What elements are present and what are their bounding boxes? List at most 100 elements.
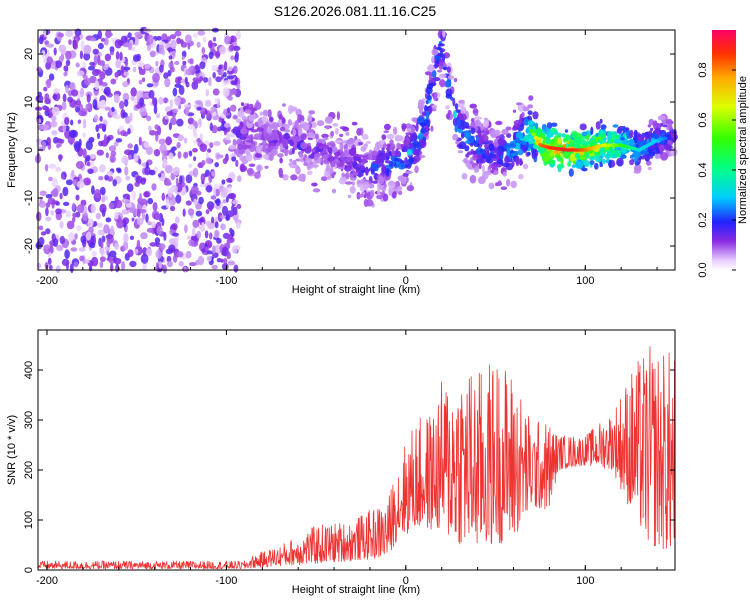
heatmap-cell: [45, 228, 51, 235]
heatmap-cell: [114, 39, 123, 49]
heatmap-cell: [508, 143, 516, 147]
heatmap-cell: [187, 117, 195, 125]
heatmap-cell: [514, 150, 519, 156]
heatmap-cell: [45, 194, 53, 199]
heatmap-cell: [140, 177, 146, 185]
heatmap-cell: [657, 115, 666, 121]
x-tick-label: -200: [36, 575, 58, 587]
heatmap-cell: [112, 179, 117, 187]
heatmap-cell: [170, 39, 177, 50]
heatmap-cell: [445, 79, 452, 88]
heatmap-cell: [211, 264, 218, 270]
heatmap-cell: [59, 235, 65, 245]
heatmap-cell: [137, 61, 145, 68]
heatmap-cell: [277, 153, 284, 158]
heatmap-cell: [517, 149, 524, 156]
heatmap-cell: [532, 144, 539, 150]
heatmap-cell: [597, 139, 601, 144]
heatmap-cell: [165, 136, 173, 146]
heatmap-cell: [600, 124, 607, 130]
heatmap-cell: [109, 250, 117, 258]
heatmap-cell: [121, 155, 129, 165]
heatmap-cell: [262, 145, 266, 153]
heatmap-cell: [125, 202, 132, 208]
heatmap-cell: [442, 66, 448, 71]
heatmap-cell: [246, 167, 254, 175]
y-tick-label: 10: [23, 96, 35, 108]
heatmap-cell: [470, 143, 474, 147]
heatmap-cell: [325, 125, 331, 130]
heatmap-cell: [127, 42, 133, 51]
heatmap-cell: [652, 120, 658, 130]
heatmap-cell: [226, 177, 233, 183]
heatmap-cell: [48, 176, 53, 182]
heatmap-cell: [637, 135, 645, 142]
heatmap-cell: [164, 78, 171, 88]
heatmap-cell: [182, 60, 187, 66]
heatmap-cell: [97, 229, 106, 236]
heatmap-cell: [36, 66, 42, 73]
heatmap-cell: [483, 119, 490, 128]
heatmap-cell: [234, 53, 239, 63]
heatmap-cell: [147, 197, 154, 205]
heatmap-cell: [172, 254, 178, 263]
heatmap-cell: [515, 156, 520, 165]
heatmap-cell: [556, 163, 565, 169]
heatmap-cell: [55, 166, 61, 172]
heatmap-cell: [138, 136, 142, 146]
heatmap-cell: [189, 58, 194, 65]
heatmap-cell: [183, 137, 188, 144]
heatmap-cell: [485, 129, 490, 134]
heatmap-cell: [94, 69, 102, 74]
heatmap-cell: [237, 175, 242, 183]
heatmap-cell: [223, 60, 228, 71]
heatmap-cell: [172, 108, 179, 113]
heatmap-cell: [62, 124, 66, 133]
heatmap-cell: [253, 171, 261, 179]
heatmap-cell: [345, 181, 353, 185]
heatmap-cell: [139, 97, 145, 107]
heatmap-cell: [232, 65, 238, 74]
heatmap-cell: [452, 110, 457, 119]
heatmap-cell: [527, 110, 533, 115]
heatmap-cell: [358, 171, 362, 178]
heatmap-cell: [143, 141, 150, 149]
heatmap-cell: [65, 210, 71, 218]
heatmap-cell: [99, 164, 106, 173]
x-tick-label: 0: [403, 575, 409, 587]
heatmap-cell: [222, 232, 230, 239]
heatmap-cell: [52, 187, 59, 198]
heatmap-cell: [114, 242, 120, 250]
heatmap-cell: [50, 120, 58, 128]
heatmap-cell: [663, 144, 672, 151]
heatmap-cell: [176, 37, 182, 45]
heatmap-cell: [358, 158, 363, 163]
heatmap-cell: [549, 130, 557, 135]
heatmap-cell: [660, 153, 664, 159]
heatmap-cell: [574, 153, 581, 159]
heatmap-cell: [140, 232, 148, 240]
heatmap-cell: [181, 55, 185, 61]
heatmap-cell: [266, 135, 274, 142]
heatmap-cell: [124, 60, 129, 67]
heatmap-cell: [469, 174, 477, 184]
heatmap-cell: [36, 262, 42, 269]
heatmap-cell: [151, 96, 156, 106]
heatmap-cell: [132, 66, 137, 73]
heatmap-cell: [452, 133, 459, 141]
heatmap-cell: [35, 95, 44, 103]
heatmap-cell: [311, 182, 318, 187]
heatmap-cell: [45, 207, 49, 217]
heatmap-cell: [36, 153, 41, 163]
heatmap-cell: [579, 123, 587, 131]
heatmap-cell: [201, 47, 206, 55]
heatmap-cell: [365, 168, 369, 176]
heatmap-cell: [458, 99, 466, 104]
heatmap-cell: [345, 157, 352, 163]
heatmap-cell: [103, 134, 108, 144]
heatmap-cell: [426, 83, 434, 90]
heatmap-cell: [68, 232, 75, 242]
heatmap-cell: [155, 132, 159, 142]
heatmap-cell: [146, 115, 152, 122]
heatmap-cell: [429, 72, 433, 81]
